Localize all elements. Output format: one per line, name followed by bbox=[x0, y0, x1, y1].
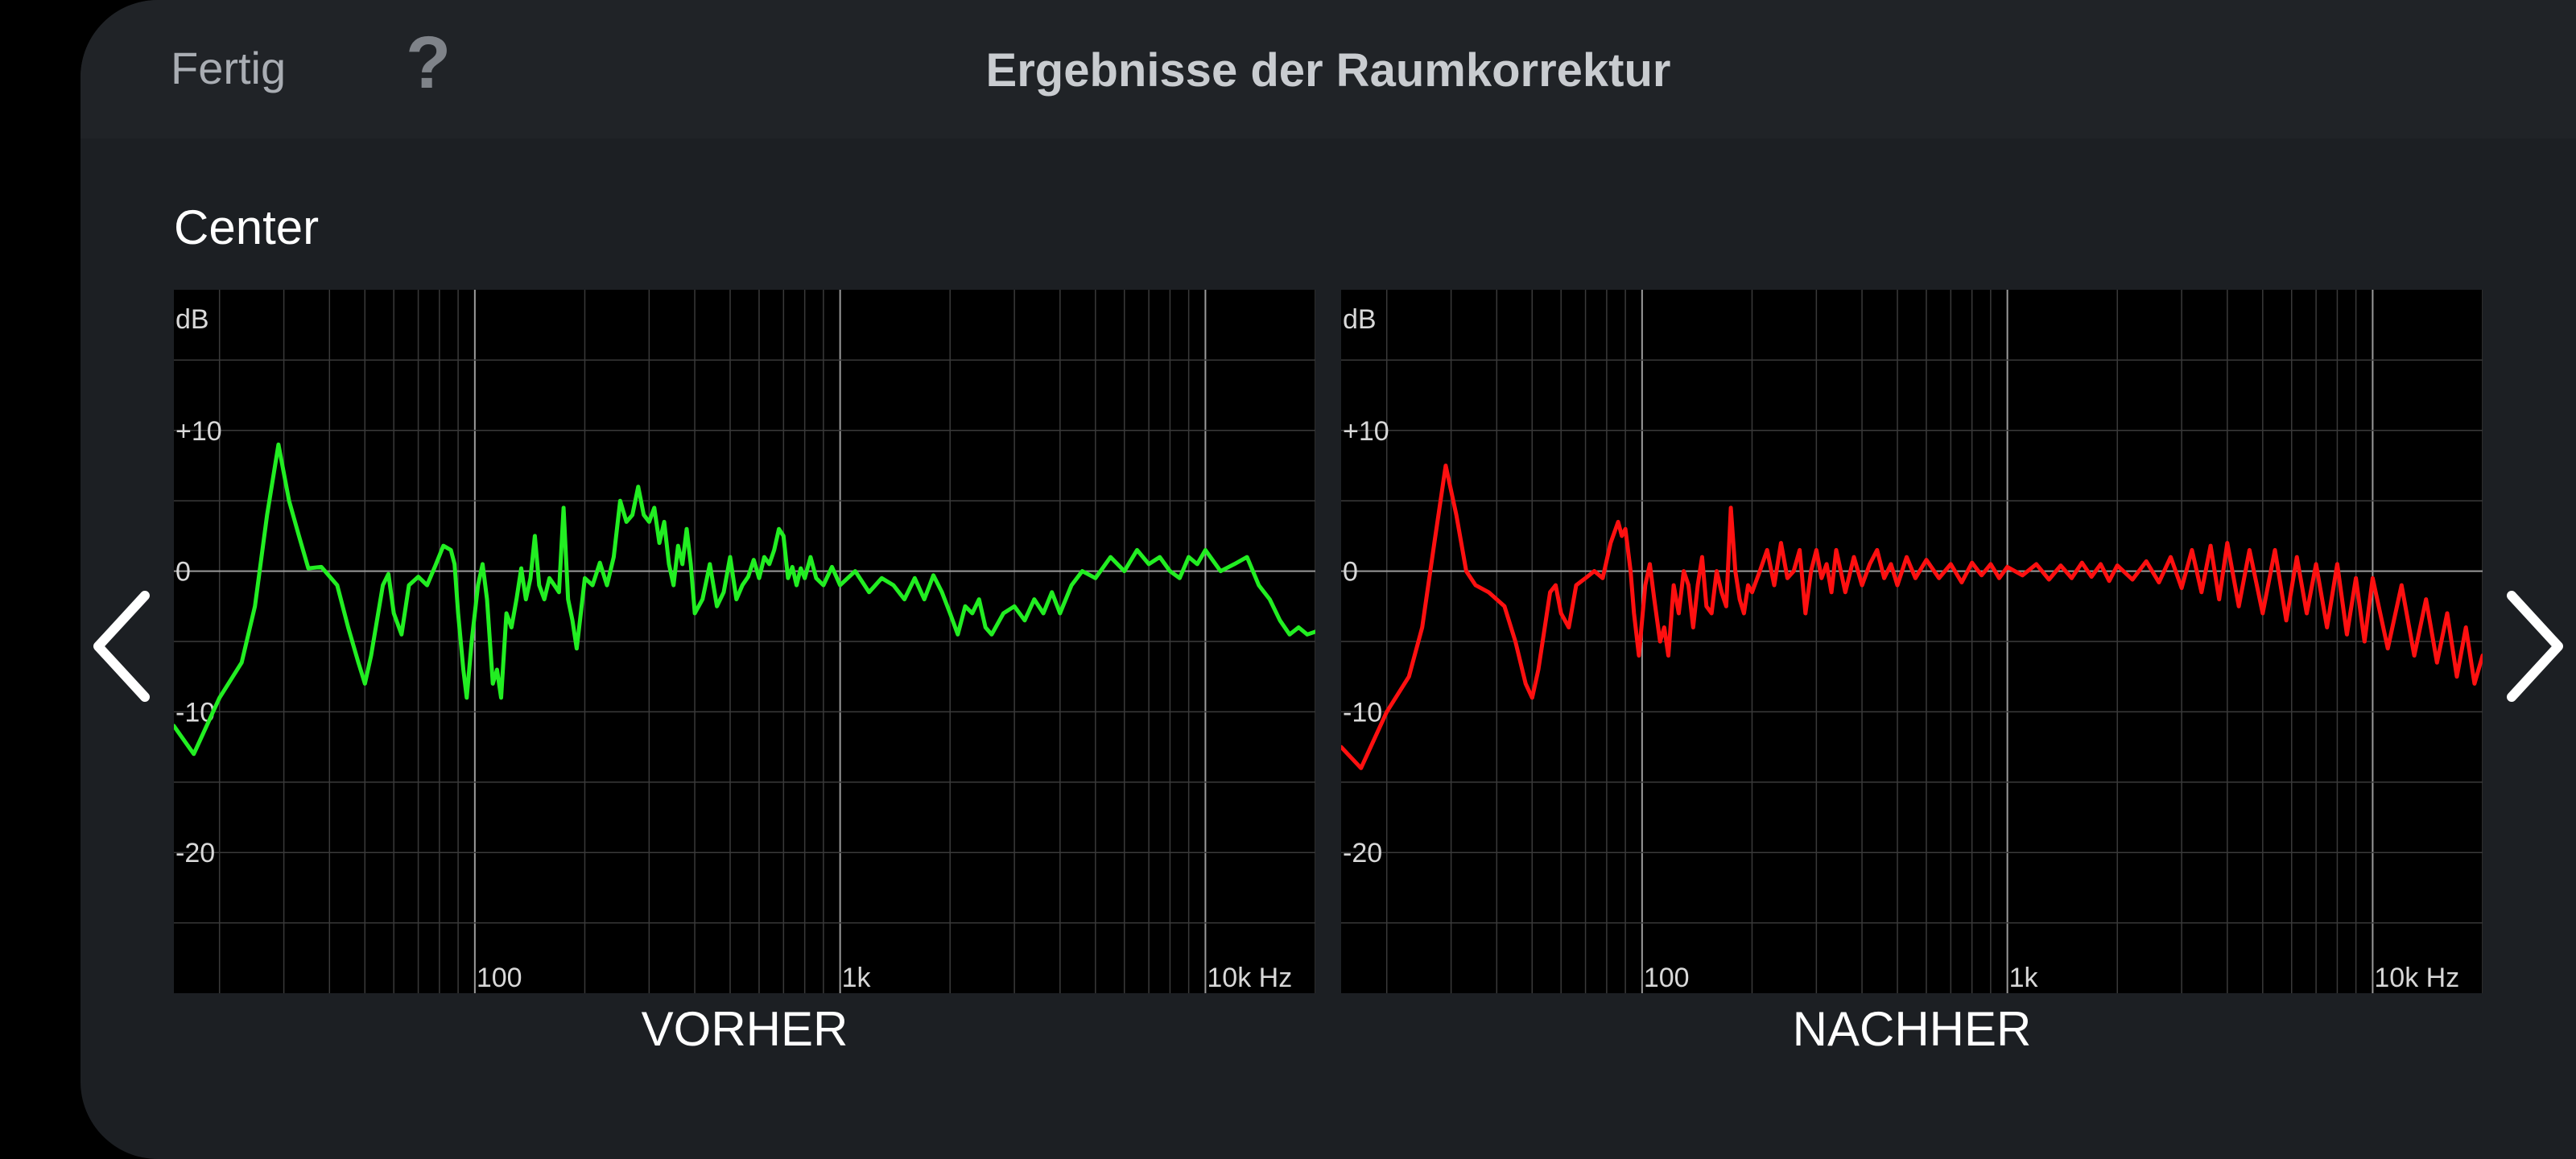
help-icon[interactable]: ? bbox=[406, 22, 452, 104]
x-tick-label: 10k Hz bbox=[2374, 963, 2459, 993]
y-tick-label: 0 bbox=[1343, 557, 1358, 588]
chevron-right-icon[interactable] bbox=[2496, 586, 2568, 707]
y-tick-label: -10 bbox=[1343, 697, 1382, 728]
chevron-left-icon[interactable] bbox=[89, 586, 161, 707]
y-unit-label: dB bbox=[175, 304, 209, 335]
x-tick-label: 100 bbox=[1644, 963, 1690, 993]
after-chart-svg: dB +10 0 -10 -20 100 1k 10k Hz bbox=[1341, 290, 2483, 993]
after-chart: dB +10 0 -10 -20 100 1k 10k Hz bbox=[1341, 290, 2483, 993]
room-correction-panel: Fertig ? Ergebnisse der Raumkorrektur Ce… bbox=[80, 0, 2576, 1159]
y-tick-label: +10 bbox=[175, 416, 222, 447]
header-bar: Fertig ? Ergebnisse der Raumkorrektur bbox=[80, 0, 2576, 138]
y-tick-label: 0 bbox=[175, 557, 191, 588]
x-tick-label: 10k Hz bbox=[1207, 963, 1292, 993]
y-tick-label: -20 bbox=[175, 838, 215, 868]
page-title: Ergebnisse der Raumkorrektur bbox=[985, 44, 1671, 97]
before-chart: dB +10 0 -10 -20 100 1k 10k Hz bbox=[174, 290, 1315, 993]
y-unit-label: dB bbox=[1343, 304, 1377, 335]
channel-name: Center bbox=[174, 200, 320, 254]
x-tick-label: 100 bbox=[477, 963, 522, 993]
x-tick-label: 1k bbox=[842, 963, 872, 993]
response-curve bbox=[174, 442, 1315, 757]
response-curve bbox=[1341, 464, 2483, 770]
after-caption: NACHHER bbox=[1792, 1002, 2032, 1056]
before-caption: VORHER bbox=[641, 1002, 848, 1056]
y-tick-label: -20 bbox=[1343, 838, 1382, 868]
x-tick-label: 1k bbox=[2009, 963, 2039, 993]
done-button[interactable]: Fertig bbox=[171, 43, 287, 93]
y-tick-label: +10 bbox=[1343, 416, 1389, 447]
